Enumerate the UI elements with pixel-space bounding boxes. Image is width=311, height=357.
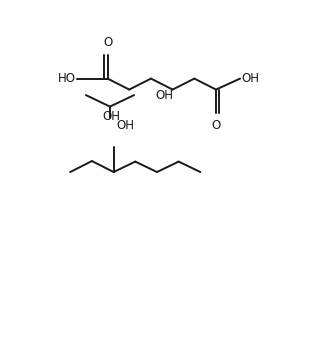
Text: OH: OH [116, 119, 134, 132]
Text: OH: OH [102, 110, 120, 124]
Text: OH: OH [156, 89, 174, 102]
Text: O: O [211, 119, 220, 132]
Text: O: O [103, 36, 112, 49]
Text: OH: OH [241, 72, 259, 85]
Text: HO: HO [58, 72, 76, 85]
